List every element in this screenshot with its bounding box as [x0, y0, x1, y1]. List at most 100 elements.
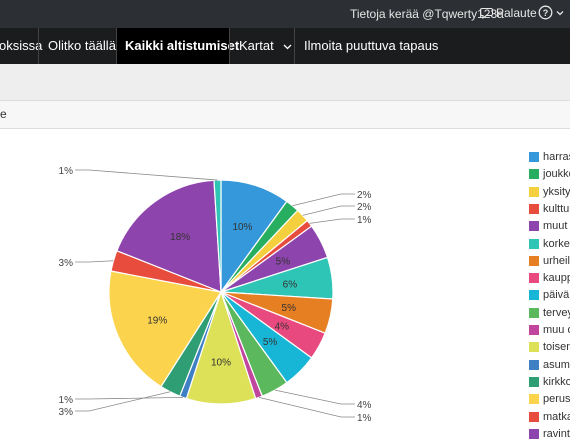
- legend-label: joukko: [543, 168, 570, 181]
- slice-label-leader: [75, 396, 184, 400]
- slice-label-leader: [302, 205, 355, 216]
- chevron-down-icon: [283, 44, 292, 50]
- legend-label: muut: [543, 220, 568, 233]
- help-menu[interactable]: ?: [538, 5, 564, 20]
- nav-item-kaikki-altistumiset[interactable]: Kaikki altistumiset: [117, 28, 239, 64]
- legend-item[interactable]: urheilu: [529, 252, 570, 270]
- legend-item[interactable]: harrast: [529, 148, 570, 166]
- legend-label: urheilu: [543, 254, 570, 267]
- slice-label: 1%: [59, 166, 74, 177]
- slice-label: 2%: [357, 190, 372, 201]
- legend-item[interactable]: joukko: [529, 165, 570, 183]
- slice-label: 10%: [211, 357, 231, 368]
- legend-swatch: [529, 238, 539, 249]
- slice-label: 1%: [59, 395, 74, 406]
- slice-label-leader: [274, 389, 355, 405]
- legend-label: kulttuu: [543, 202, 570, 215]
- slice-label: 3%: [59, 258, 74, 269]
- slice-label: 5%: [276, 256, 291, 267]
- legend-swatch: [529, 325, 539, 335]
- panel-heading-text: e: [0, 107, 7, 121]
- legend-label: perusk: [543, 393, 570, 406]
- slice-label: 5%: [263, 337, 278, 348]
- legend-item[interactable]: muu o: [529, 321, 570, 339]
- legend-item[interactable]: päiväko: [529, 286, 570, 304]
- nav-item-label: Kartat: [239, 38, 274, 53]
- legend-item[interactable]: muut: [529, 217, 567, 235]
- nav-item-label: oksissa: [0, 38, 43, 53]
- legend-swatch: [529, 342, 539, 353]
- main-nav: oksissa Olitko täällä Kaikki altistumise…: [0, 28, 570, 64]
- legend-swatch: [529, 376, 539, 387]
- legend-swatch: [529, 394, 539, 405]
- legend-swatch: [529, 273, 539, 284]
- legend-item[interactable]: matkai: [529, 408, 570, 426]
- legend-item[interactable]: toisen: [529, 338, 570, 356]
- legend-item[interactable]: perusk: [529, 390, 570, 408]
- slice-label: 4%: [357, 400, 372, 411]
- legend-item[interactable]: yksityis: [529, 183, 570, 201]
- nav-item-label: Kaikki altistumiset: [125, 38, 240, 53]
- slice-label-leader: [75, 169, 218, 181]
- pie-slice[interactable]: [116, 179, 222, 293]
- legend-label: yksityis: [543, 185, 570, 198]
- nav-item-ilmoita-puuttuva-tapaus[interactable]: Ilmoita puuttuva tapaus: [296, 28, 446, 64]
- nav-item-label: Ilmoita puuttuva tapaus: [304, 38, 439, 53]
- nav-divider: [229, 28, 230, 64]
- slice-label-leader: [75, 391, 171, 412]
- legend-item[interactable]: korkea: [529, 235, 570, 253]
- slice-label: 3%: [59, 407, 74, 418]
- legend-swatch: [529, 428, 539, 439]
- nav-item-kartat[interactable]: Kartat: [231, 28, 300, 64]
- feedback-link[interactable]: Palaute: [480, 6, 537, 20]
- legend-swatch: [529, 152, 539, 162]
- sub-toolbar: [0, 64, 570, 100]
- legend-label: muu o: [543, 324, 570, 336]
- legend-label: kirkko: [543, 375, 570, 388]
- slice-label: 1%: [357, 413, 372, 424]
- slice-label-leader: [292, 193, 355, 207]
- legend-item[interactable]: kauppa: [529, 269, 570, 287]
- top-bar: Tietoja kerää @Tqwerty123a Palaute ?: [0, 0, 570, 28]
- question-circle-icon: ?: [538, 5, 553, 20]
- legend-item[interactable]: terveyd: [529, 304, 570, 322]
- legend-swatch: [529, 411, 539, 422]
- legend-label: terveyd: [543, 306, 570, 319]
- legend-swatch: [529, 186, 539, 197]
- chevron-down-icon: [556, 10, 564, 15]
- pie-slice[interactable]: [108, 270, 222, 388]
- speech-bubble-icon: [480, 7, 493, 19]
- nav-item-olitko-taalla[interactable]: Olitko täällä: [40, 28, 124, 64]
- slice-label: 19%: [147, 316, 167, 327]
- legend-swatch: [529, 221, 539, 232]
- nav-item-oksissa[interactable]: oksissa: [0, 28, 50, 64]
- legend-label: toisen: [543, 341, 570, 354]
- legend-swatch: [529, 290, 539, 301]
- nav-item-label: Olitko täällä: [48, 38, 116, 53]
- slice-label: 10%: [232, 222, 252, 233]
- nav-divider: [38, 28, 39, 64]
- svg-text:?: ?: [543, 8, 549, 18]
- slice-label-leader: [309, 218, 355, 224]
- slice-label: 5%: [282, 303, 297, 314]
- nav-divider: [116, 28, 117, 64]
- legend-label: korkea: [543, 237, 570, 250]
- legend-item[interactable]: ravinto: [529, 425, 570, 443]
- slice-label: 1%: [357, 215, 372, 226]
- legend-label: asumis: [543, 358, 570, 371]
- data-credit: Tietoja kerää @Tqwerty123a: [350, 7, 504, 21]
- slice-label: 6%: [283, 279, 298, 290]
- legend-label: ravinto: [543, 427, 570, 440]
- legend-swatch: [529, 307, 539, 318]
- slice-label-leader: [75, 260, 114, 263]
- legend-swatch: [529, 203, 539, 214]
- legend-item[interactable]: kulttuu: [529, 200, 570, 218]
- legend-label: kauppa: [543, 272, 570, 285]
- legend-item[interactable]: asumis: [529, 356, 570, 374]
- panel-heading: e: [0, 100, 570, 129]
- slice-label-leader: [258, 396, 355, 418]
- slice-label: 4%: [275, 321, 290, 332]
- legend-swatch: [529, 169, 539, 180]
- legend-item[interactable]: kirkko: [529, 373, 570, 391]
- feedback-label: Palaute: [496, 6, 537, 20]
